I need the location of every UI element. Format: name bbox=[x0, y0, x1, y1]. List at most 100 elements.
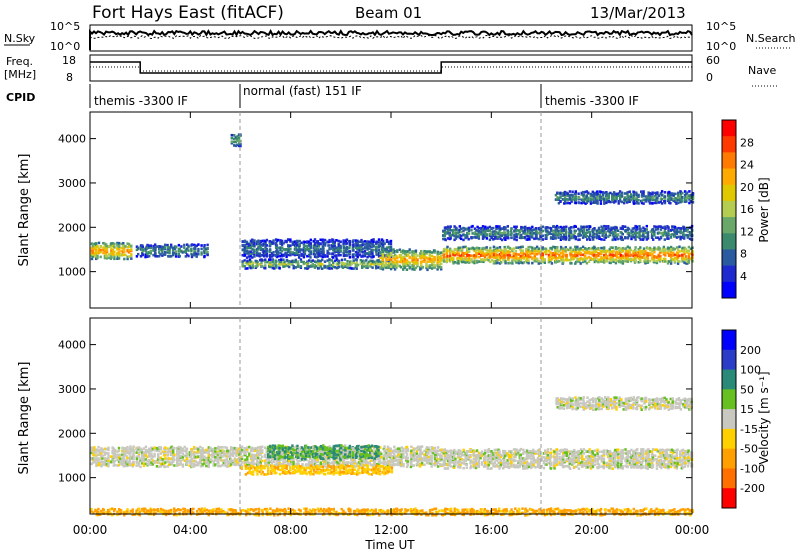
velocity-echo-cell bbox=[231, 448, 235, 452]
power-echo-cell bbox=[529, 255, 532, 259]
power-echo-cell bbox=[574, 260, 578, 264]
power-echo-cell bbox=[271, 264, 274, 267]
power-echo-cell bbox=[621, 246, 625, 250]
velocity-echo-cell bbox=[226, 462, 230, 465]
power-ytick-label: 4000 bbox=[58, 133, 86, 146]
power-echo-cell bbox=[677, 230, 680, 234]
power-echo-cell bbox=[598, 193, 602, 197]
power-echo-cell bbox=[608, 227, 611, 231]
power-echo-cell bbox=[379, 262, 382, 266]
power-echo-cell bbox=[440, 262, 443, 266]
power-echo-cell bbox=[558, 259, 561, 263]
power-echo-cell bbox=[313, 249, 317, 252]
power-echo-cell bbox=[262, 254, 266, 258]
velocity-echo-cell bbox=[246, 463, 249, 467]
velocity-echo-cell bbox=[273, 463, 277, 467]
power-echo-cell bbox=[599, 190, 603, 194]
power-echo-cell bbox=[672, 197, 675, 201]
power-echo-cell bbox=[414, 249, 418, 253]
power-echo-cell bbox=[183, 246, 186, 249]
power-echo-cell bbox=[369, 262, 372, 266]
velocity-echo-cell bbox=[190, 462, 193, 465]
power-echo-cell bbox=[642, 190, 645, 193]
power-echo-cell bbox=[502, 254, 505, 257]
power-echo-cell bbox=[667, 229, 670, 233]
power-echo-cell bbox=[312, 239, 315, 243]
power-echo-cell bbox=[683, 200, 687, 203]
power-echo-cell bbox=[330, 263, 334, 267]
power-echo-cell bbox=[656, 196, 659, 200]
velocity-echo-cell bbox=[221, 455, 224, 458]
power-echo-cell bbox=[316, 247, 319, 251]
power-echo-cell bbox=[664, 251, 667, 255]
power-echo-cell bbox=[669, 257, 673, 261]
velocity-echo-cell bbox=[226, 460, 230, 463]
power-echo-cell bbox=[102, 246, 105, 249]
power-echo-cell bbox=[541, 225, 545, 229]
power-echo-cell bbox=[403, 257, 407, 261]
power-echo-cell bbox=[384, 256, 388, 260]
velocity-echo-cell bbox=[325, 460, 328, 463]
power-echo-cell bbox=[648, 252, 652, 255]
power-echo-cell bbox=[406, 264, 410, 267]
power-echo-cell bbox=[385, 266, 388, 270]
power-echo-cell bbox=[312, 246, 315, 250]
power-echo-cell bbox=[271, 258, 274, 261]
power-echo-cell bbox=[506, 225, 509, 228]
power-echo-cell bbox=[430, 267, 434, 270]
power-echo-cell bbox=[113, 257, 116, 261]
velocity-echo-cell bbox=[170, 449, 173, 453]
power-echo-cell bbox=[246, 267, 249, 270]
power-echo-cell bbox=[639, 259, 642, 262]
power-echo-cell bbox=[488, 225, 492, 229]
power-echo-cell bbox=[359, 259, 362, 262]
velocity-echo-cell bbox=[117, 446, 121, 450]
velocity-echo-cell bbox=[229, 451, 232, 454]
power-echo-cell bbox=[482, 258, 485, 262]
power-echo-cell bbox=[306, 260, 309, 263]
power-echo-cell bbox=[664, 254, 667, 257]
velocity-echo-cell bbox=[142, 459, 146, 463]
power-echo-cell bbox=[416, 261, 419, 265]
velocity-echo-cell bbox=[170, 453, 173, 457]
power-echo-cell bbox=[632, 250, 635, 253]
power-echo-cell bbox=[535, 237, 538, 240]
power-echo-cell bbox=[446, 225, 450, 229]
power-echo-cell bbox=[445, 252, 448, 256]
power-echo-cell bbox=[233, 140, 236, 144]
power-echo-cell bbox=[599, 202, 603, 205]
power-echo-cell bbox=[171, 251, 175, 254]
power-echo-cell bbox=[574, 249, 578, 253]
power-echo-cell bbox=[533, 252, 536, 256]
power-echo-cell bbox=[345, 251, 349, 254]
power-echo-cell bbox=[612, 237, 616, 240]
power-echo-cell bbox=[117, 248, 121, 251]
power-echo-cell bbox=[377, 248, 381, 252]
power-echo-cell bbox=[554, 249, 557, 252]
power-echo-cell bbox=[582, 196, 585, 199]
power-echo-cell bbox=[430, 251, 434, 254]
power-echo-cell bbox=[664, 231, 667, 234]
power-echo-cell bbox=[513, 229, 516, 233]
velocity-echo-cell bbox=[158, 446, 161, 449]
power-echo-cell bbox=[411, 260, 414, 264]
velocity-echo-cell bbox=[105, 462, 109, 466]
power-echo-cell bbox=[574, 197, 577, 201]
power-echo-cell bbox=[647, 199, 650, 203]
power-echo-cell bbox=[379, 240, 382, 244]
power-ytick-label: 2000 bbox=[58, 221, 86, 234]
power-echo-cell bbox=[416, 254, 419, 257]
power-echo-cell bbox=[130, 244, 133, 248]
velocity-echo-cell bbox=[244, 447, 247, 451]
power-echo-cell bbox=[141, 248, 144, 251]
power-echo-cell bbox=[604, 252, 607, 256]
power-echo-cell bbox=[286, 264, 289, 268]
power-echo-cell bbox=[522, 261, 526, 264]
power-echo-cell bbox=[302, 262, 305, 265]
velocity-echo-cell bbox=[101, 457, 104, 460]
power-echo-cell bbox=[519, 251, 523, 255]
power-echo-cell bbox=[587, 255, 591, 259]
power-echo-cell bbox=[587, 196, 590, 200]
velocity-echo-cell bbox=[185, 451, 188, 454]
